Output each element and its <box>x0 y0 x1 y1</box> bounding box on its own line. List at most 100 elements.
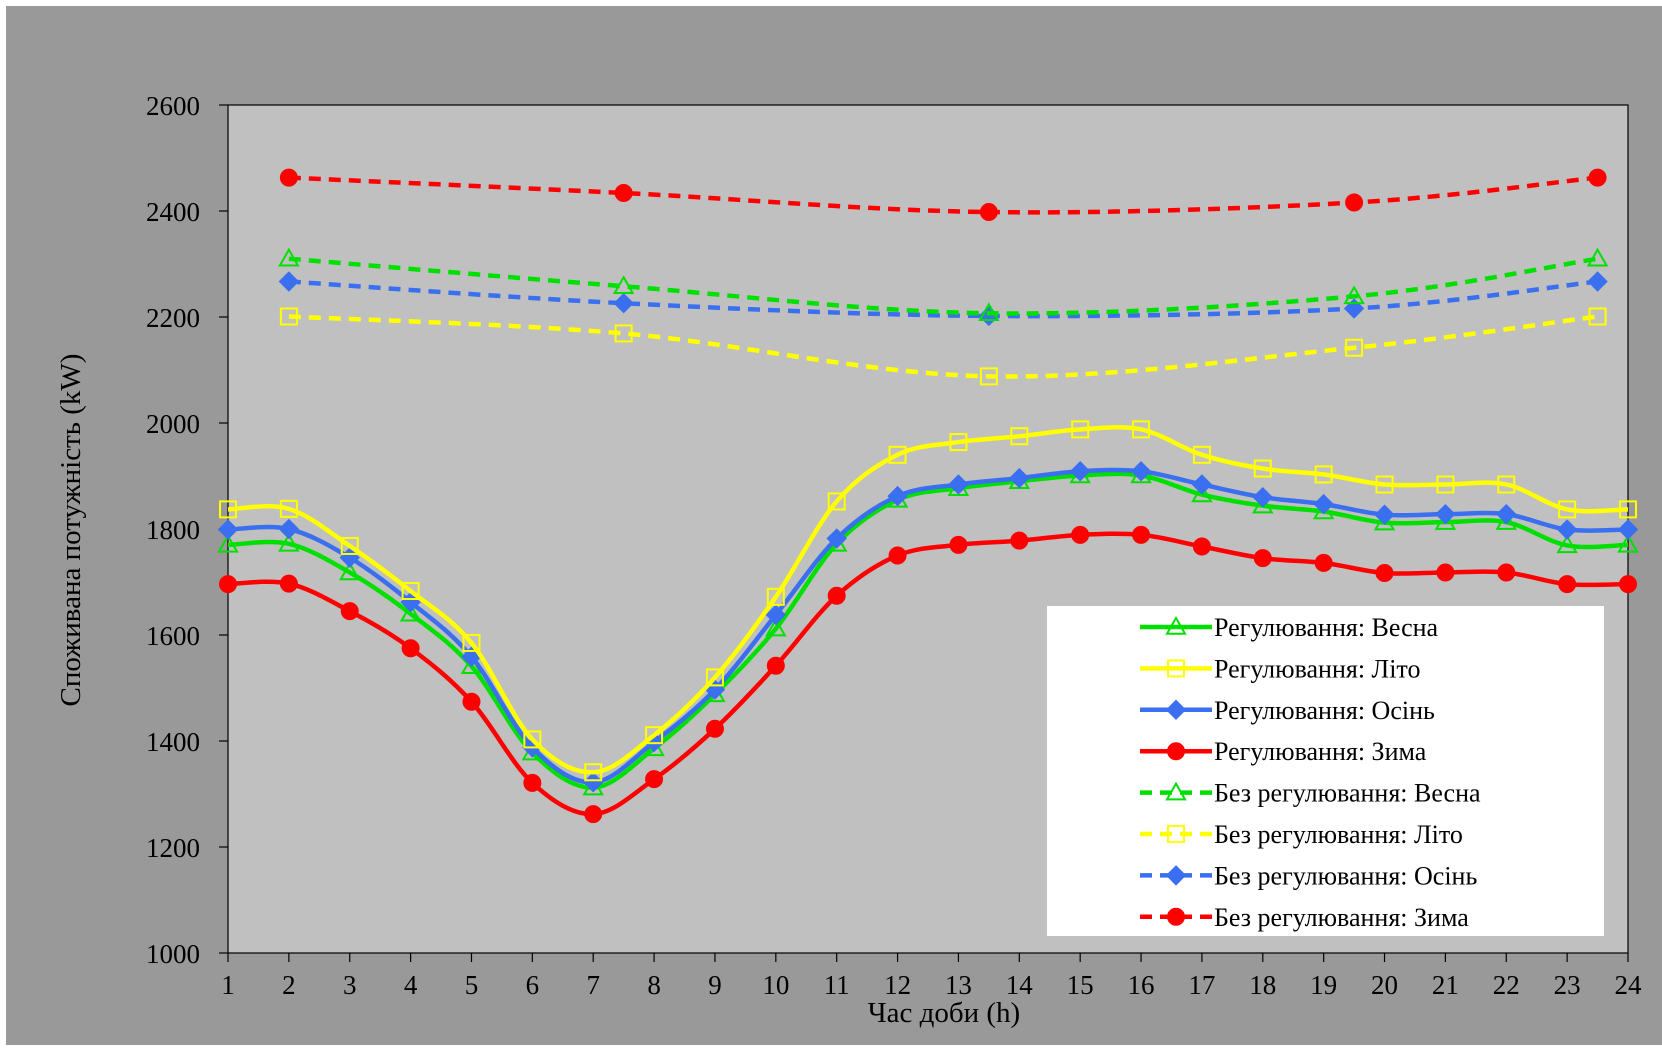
series-line <box>227 424 1629 775</box>
legend-label: Регулювання: Літо <box>1214 654 1420 683</box>
data-point <box>1375 563 1394 582</box>
data-point <box>1130 461 1152 482</box>
data-point <box>1252 486 1273 508</box>
data-point <box>278 518 300 540</box>
legend-swatch-marker <box>1167 825 1185 843</box>
y-tick-label: 1800 <box>146 515 200 545</box>
data-point <box>827 492 846 511</box>
x-tick-label: 14 <box>1006 970 1034 1000</box>
x-tick-label: 9 <box>708 970 722 1000</box>
data-point <box>1345 338 1364 357</box>
data-point <box>1345 193 1364 212</box>
data-point <box>401 582 420 601</box>
x-tick-label: 18 <box>1249 970 1276 1000</box>
data-point <box>949 433 968 452</box>
x-tick-label: 2 <box>282 970 296 1000</box>
series-line <box>288 175 1598 215</box>
data-point <box>1071 420 1090 439</box>
y-tick-label: 2000 <box>146 409 200 439</box>
data-point <box>1313 493 1334 515</box>
data-point <box>399 602 422 622</box>
x-axis: 1 2 3 4 5 6 7 8 9 10 11 12 13 14 15 16 17 18 19 20 21 22 23 24 <box>221 953 1642 1000</box>
x-tick-label: 7 <box>586 970 600 1000</box>
data-point <box>1588 307 1607 326</box>
legend-item: Без регулювання: Осінь <box>1140 861 1477 890</box>
data-point <box>827 586 846 605</box>
series-dashed-5 <box>279 307 1607 386</box>
legend-label: Регулювання: Зима <box>1214 737 1427 766</box>
x-tick-label: 24 <box>1615 970 1643 1000</box>
y-axis: 1000 1200 1400 1600 1800 2000 2200 2400 2600 <box>146 91 228 969</box>
data-point <box>1617 519 1639 540</box>
data-point <box>1253 549 1272 568</box>
data-point <box>217 533 239 553</box>
y-tick-label: 1600 <box>146 621 200 651</box>
x-tick-label: 12 <box>884 970 911 1000</box>
x-tick-label: 3 <box>343 970 357 1000</box>
legend-swatch-marker <box>1167 659 1185 678</box>
y-tick-label: 2200 <box>146 303 200 333</box>
legend-item: Без регулювання: Літо <box>1140 820 1463 849</box>
data-point <box>462 633 481 652</box>
x-tick-label: 21 <box>1432 970 1459 1000</box>
legend-item: Без регулювання: Весна <box>1140 779 1481 808</box>
data-point <box>978 302 1000 322</box>
x-tick-label: 20 <box>1371 970 1398 1000</box>
y-tick-label: 2400 <box>146 197 200 227</box>
x-tick-label: 1 <box>221 970 235 1000</box>
data-point <box>1586 247 1609 267</box>
data-point <box>887 485 908 507</box>
data-point <box>705 668 724 687</box>
data-point <box>1435 503 1456 525</box>
y-tick-label: 1400 <box>146 727 200 757</box>
data-point <box>219 575 237 594</box>
data-point <box>766 587 785 606</box>
data-point <box>1556 519 1578 540</box>
x-tick-label: 13 <box>945 970 972 1000</box>
data-point <box>1132 525 1151 544</box>
legend-swatch-marker <box>1167 907 1185 926</box>
data-point <box>1314 465 1333 484</box>
data-point <box>401 639 420 658</box>
series-line <box>288 256 1598 316</box>
data-point <box>888 445 907 464</box>
data-point <box>278 247 300 267</box>
data-point <box>1252 494 1274 514</box>
data-point <box>979 367 998 386</box>
data-point <box>1191 474 1213 495</box>
data-point <box>1191 483 1213 503</box>
data-point <box>612 275 635 295</box>
legend-item: Регулювання: Літо <box>1140 654 1420 683</box>
data-point <box>523 730 542 749</box>
series-solid-1 <box>219 420 1637 782</box>
data-point <box>1587 271 1608 292</box>
data-point <box>340 536 359 555</box>
data-point <box>217 519 239 540</box>
data-point <box>1558 575 1577 594</box>
data-point <box>1010 531 1029 550</box>
x-tick-label: 6 <box>526 970 540 1000</box>
legend-swatch-marker <box>1165 865 1187 886</box>
data-point <box>888 546 907 565</box>
data-point <box>339 561 361 581</box>
data-point <box>1434 511 1457 530</box>
data-point <box>279 307 298 326</box>
x-tick-label: 23 <box>1554 970 1581 1000</box>
data-point <box>1558 500 1577 519</box>
data-point <box>340 602 359 621</box>
data-point <box>1556 534 1578 554</box>
y-tick-label: 1000 <box>146 939 200 969</box>
x-tick-label: 22 <box>1493 970 1520 1000</box>
data-point <box>765 604 787 626</box>
data-point <box>1497 563 1516 582</box>
legend-swatch-marker <box>1167 742 1185 761</box>
data-point <box>645 726 664 745</box>
series-dashed-7 <box>279 168 1607 222</box>
data-point <box>219 500 237 519</box>
x-tick-label: 11 <box>824 970 850 1000</box>
legend-item: Без регулювання: Зима <box>1140 903 1469 932</box>
data-point <box>462 692 481 711</box>
data-point <box>1009 467 1030 489</box>
data-point <box>614 324 633 343</box>
